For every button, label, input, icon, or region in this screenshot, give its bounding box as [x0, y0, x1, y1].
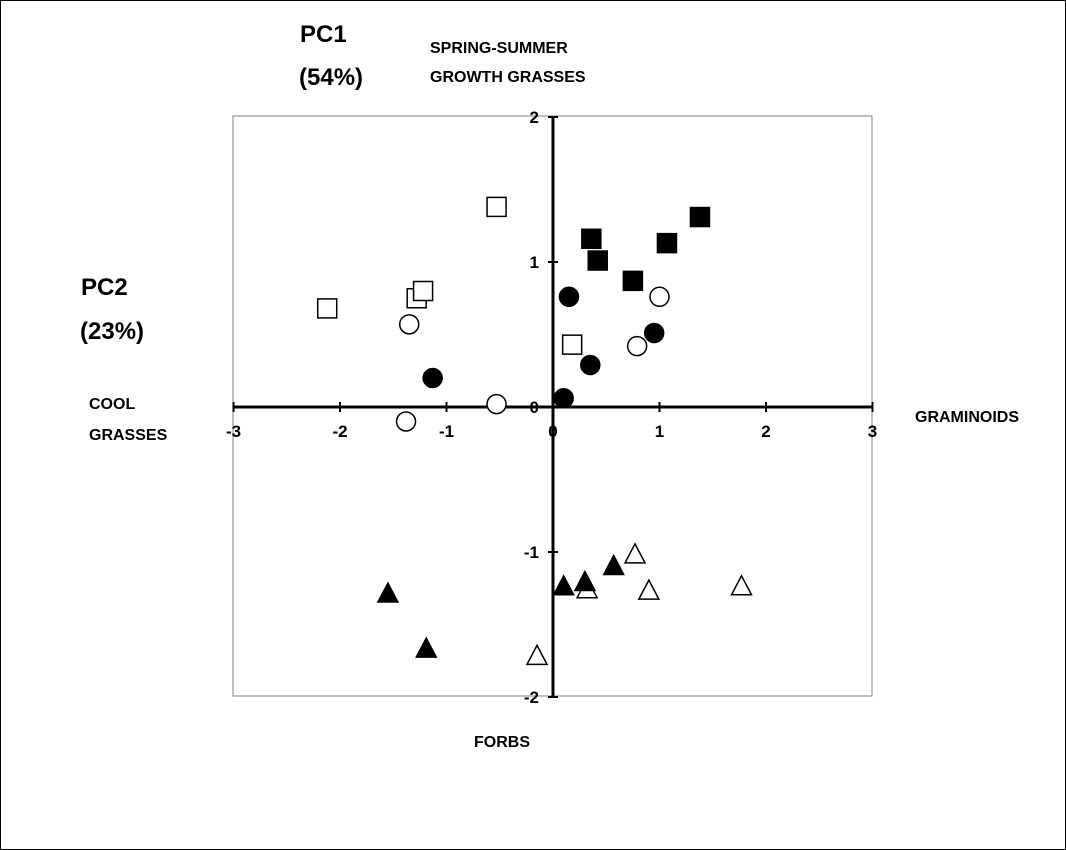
filled-circle-point: [580, 354, 601, 376]
filled-circle-point: [558, 286, 580, 308]
filled-circle-point: [643, 322, 665, 344]
filled-triangle-point: [552, 574, 575, 596]
data-points-group: [316, 196, 753, 666]
grasses-label: GRASSES: [89, 427, 168, 444]
open-triangle-point: [637, 578, 661, 600]
forbs-label: FORBS: [474, 734, 530, 751]
filled-square-point: [622, 270, 644, 292]
growth-grasses-label: GROWTH GRASSES: [430, 69, 586, 86]
y-tick-label: 1: [530, 253, 539, 272]
filled-triangle-point: [602, 553, 625, 576]
x-tick-label: -3: [226, 422, 241, 441]
open-circle-point: [398, 314, 420, 335]
open-triangle-point: [525, 643, 549, 666]
x-tick-label: 2: [761, 422, 770, 441]
open-circle-point: [486, 393, 507, 415]
y-tick-label: 2: [530, 108, 539, 127]
filled-square-point: [581, 228, 602, 250]
pc1-label: PC1: [300, 21, 347, 48]
x-tick-label: -1: [439, 422, 454, 441]
filled-square-point: [689, 206, 711, 228]
x-tick-label: -2: [332, 422, 347, 441]
cool-label: COOL: [89, 396, 135, 413]
open-square-point: [561, 334, 583, 355]
open-circle-point: [626, 335, 648, 357]
x-tick-label: 0: [548, 422, 557, 441]
filled-triangle-point: [415, 636, 438, 658]
open-square-point: [412, 280, 434, 302]
filled-square-point: [656, 232, 678, 254]
x-tick-label: 3: [868, 422, 877, 441]
filled-circle-point: [553, 388, 574, 409]
open-circle-point: [395, 411, 417, 432]
pc2-percent-label: (23%): [80, 318, 144, 345]
y-tick-label: 0: [530, 398, 539, 417]
open-triangle-point: [730, 574, 753, 596]
open-triangle-point: [623, 542, 647, 564]
axes-group: [232, 116, 874, 698]
spring-summer-label: SPRING-SUMMER: [430, 40, 568, 57]
filled-square-point: [587, 250, 608, 271]
pc2-label: PC2: [81, 274, 128, 301]
graminoids-label: GRAMINOIDS: [915, 409, 1019, 426]
tick-labels-group: -3 -2 -1 0 1 2 3 2 1 0 -1 -2: [226, 108, 877, 707]
open-circle-point: [649, 286, 670, 308]
y-tick-label: -1: [524, 543, 539, 562]
filled-triangle-point: [376, 581, 400, 603]
open-square-point: [486, 196, 507, 218]
open-square-point: [316, 298, 338, 319]
filled-circle-point: [422, 367, 443, 389]
pc1-percent-label: (54%): [299, 64, 363, 91]
y-tick-label: -2: [524, 688, 539, 707]
x-tick-label: 1: [655, 422, 664, 441]
filled-triangle-point: [573, 569, 597, 592]
